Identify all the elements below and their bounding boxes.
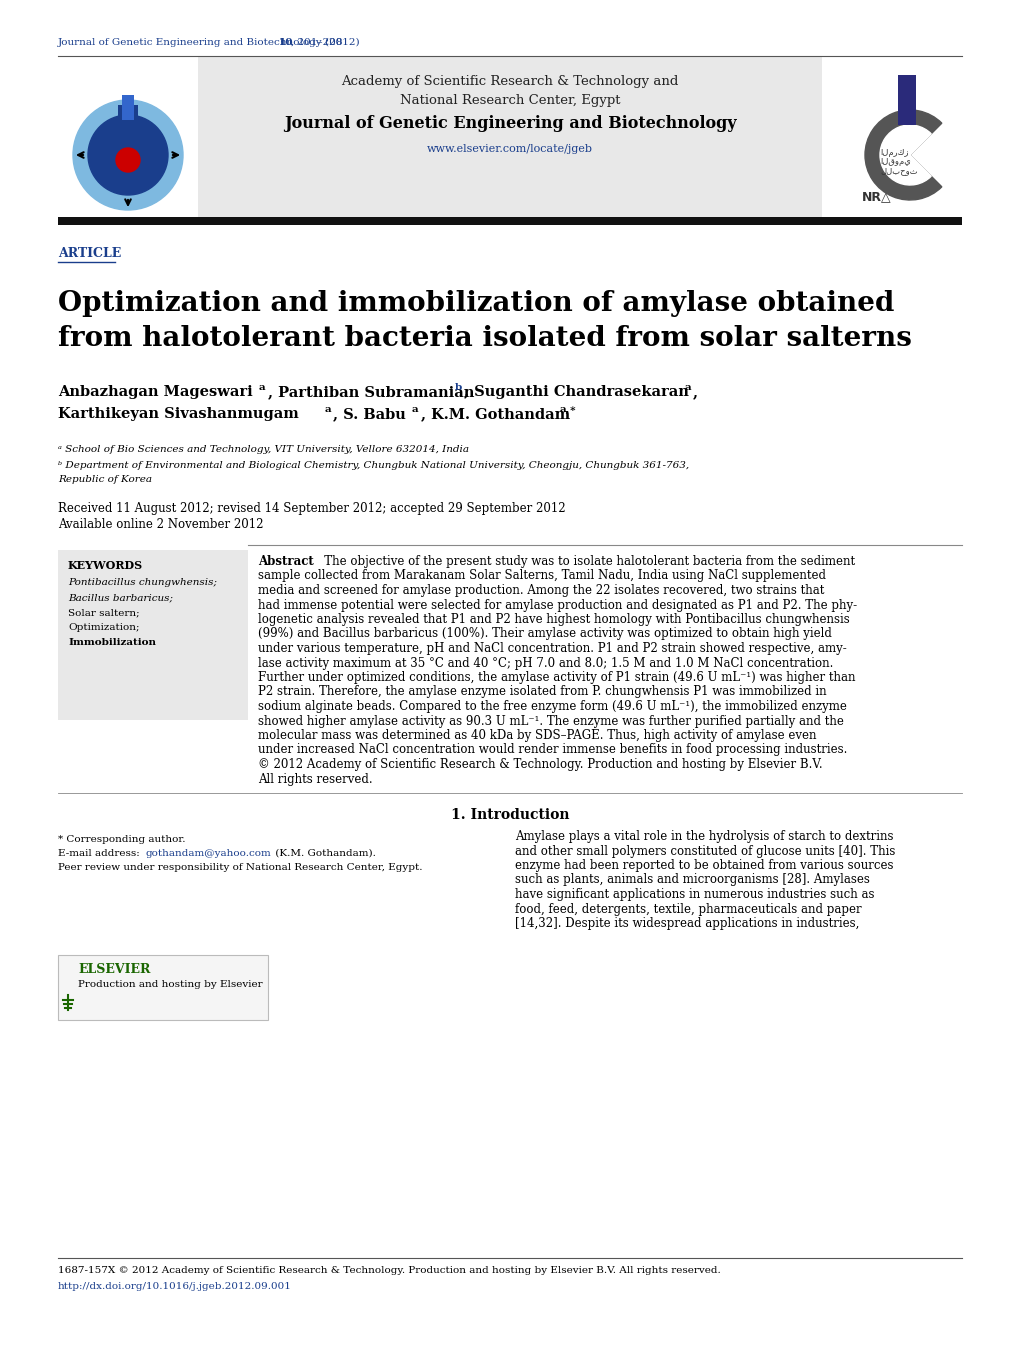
Bar [821,56,961,220]
Text: Journal of Genetic Engineering and Biotechnology: Journal of Genetic Engineering and Biote… [283,116,736,132]
Text: E-mail address:: E-mail address: [58,849,143,858]
Text: KEYWORDS: KEYWORDS [68,560,143,571]
Bar [122,95,133,120]
Text: Further under optimized conditions, the amylase activity of P1 strain (49.6 U mL: Further under optimized conditions, the … [258,671,855,684]
Text: Optimization and immobilization of amylase obtained: Optimization and immobilization of amyla… [58,289,894,317]
Text: ELSEVIER: ELSEVIER [77,964,150,976]
Text: 1687-157X © 2012 Academy of Scientific Research & Technology. Production and hos: 1687-157X © 2012 Academy of Scientific R… [58,1267,720,1275]
Text: NR△: NR△ [861,190,891,202]
Text: © 2012 Academy of Scientific Research & Technology. Production and hosting by El: © 2012 Academy of Scientific Research & … [258,758,821,771]
Text: National Research Center, Egypt: National Research Center, Egypt [399,94,620,107]
Text: , Suganthi Chandrasekaran: , Suganthi Chandrasekaran [464,385,693,400]
Text: Optimization;: Optimization; [68,622,140,632]
Text: Republic of Korea: Republic of Korea [58,476,152,484]
Text: Anbazhagan Mageswari: Anbazhagan Mageswari [58,385,258,400]
Text: had immense potential were selected for amylase production and designated as P1 : had immense potential were selected for … [258,598,856,612]
Text: a: a [412,405,418,414]
Text: Available online 2 November 2012: Available online 2 November 2012 [58,518,263,531]
Text: food, feed, detergents, textile, pharmaceuticals and paper: food, feed, detergents, textile, pharmac… [515,902,861,916]
Text: a,∗: a,∗ [559,405,577,414]
Text: Solar saltern;: Solar saltern; [68,607,140,617]
Text: , K.M. Gothandam: , K.M. Gothandam [421,406,575,421]
Text: Received 11 August 2012; revised 14 September 2012; accepted 29 September 2012: Received 11 August 2012; revised 14 Sept… [58,501,566,515]
Text: such as plants, animals and microorganisms [28]. Amylases: such as plants, animals and microorganis… [515,874,869,886]
Text: All rights reserved.: All rights reserved. [258,772,372,786]
Text: Academy of Scientific Research & Technology and: Academy of Scientific Research & Technol… [341,75,678,88]
Circle shape [116,148,140,173]
Wedge shape [864,110,941,200]
Text: www.elsevier.com/locate/jgeb: www.elsevier.com/locate/jgeb [427,144,592,154]
Text: under increased NaCl concentration would render immense benefits in food process: under increased NaCl concentration would… [258,743,847,757]
Text: Karthikeyan Sivashanmugam: Karthikeyan Sivashanmugam [58,406,304,421]
Text: molecular mass was determined as 40 kDa by SDS–PAGE. Thus, high activity of amyl: molecular mass was determined as 40 kDa … [258,728,815,742]
Bar [897,75,915,125]
Text: logenetic analysis revealed that P1 and P2 have highest homology with Pontibacil: logenetic analysis revealed that P1 and … [258,613,849,626]
Text: lase activity maximum at 35 °C and 40 °C; pH 7.0 and 8.0; 1.5 M and 1.0 M NaCl c: lase activity maximum at 35 °C and 40 °C… [258,656,833,670]
Text: Bacillus barbaricus;: Bacillus barbaricus; [68,593,173,602]
Bar [58,217,961,226]
Text: Immobilization: Immobilization [68,637,156,647]
Text: المركز: المركز [879,148,908,158]
Bar [58,955,268,1021]
Text: [14,32]. Despite its widespread applications in industries,: [14,32]. Despite its widespread applicat… [515,917,859,930]
Text: (K.M. Gothandam).: (K.M. Gothandam). [272,849,376,858]
Text: , Parthiban Subramanian: , Parthiban Subramanian [268,385,479,400]
Text: , S. Babu: , S. Babu [332,406,411,421]
Text: a: a [259,383,265,391]
Text: sample collected from Marakanam Solar Salterns, Tamil Nadu, India using NaCl sup: sample collected from Marakanam Solar Sa… [258,569,825,583]
Text: enzyme had been reported to be obtained from various sources: enzyme had been reported to be obtained … [515,859,893,872]
Text: media and screened for amylase production. Among the 22 isolates recovered, two : media and screened for amylase productio… [258,584,823,597]
Text: a: a [685,383,691,391]
Text: Peer review under responsibility of National Research Center, Egypt.: Peer review under responsibility of Nati… [58,863,422,872]
Text: Pontibacillus chungwhensis;: Pontibacillus chungwhensis; [68,578,217,587]
Text: للبحوث: للبحوث [879,166,917,175]
Text: Abstract: Abstract [258,554,314,568]
Text: have significant applications in numerous industries such as: have significant applications in numerou… [515,887,873,901]
Text: sodium alginate beads. Compared to the free enzyme form (49.6 U mL⁻¹), the immob: sodium alginate beads. Compared to the f… [258,700,846,713]
Bar [198,56,821,220]
Text: Amylase plays a vital role in the hydrolysis of starch to dextrins: Amylase plays a vital role in the hydrol… [515,830,893,843]
Text: ARTICLE: ARTICLE [58,247,121,260]
Text: gothandam@yahoo.com: gothandam@yahoo.com [146,849,271,858]
Text: القومي: القومي [879,158,910,166]
Text: http://dx.doi.org/10.1016/j.jgeb.2012.09.001: http://dx.doi.org/10.1016/j.jgeb.2012.09… [58,1282,291,1291]
Text: showed higher amylase activity as 90.3 U mL⁻¹. The enzyme was further purified p: showed higher amylase activity as 90.3 U… [258,715,843,727]
Text: from halotolerant bacteria isolated from solar salterns: from halotolerant bacteria isolated from… [58,325,911,352]
Text: under various temperature, pH and NaCl concentration. P1 and P2 strain showed re: under various temperature, pH and NaCl c… [258,641,846,655]
Bar [58,550,248,720]
Text: b: b [454,383,462,391]
Text: 1. Introduction: 1. Introduction [450,809,569,822]
Text: Journal of Genetic Engineering and Biotechnology (2012): Journal of Genetic Engineering and Biote… [58,38,364,48]
Text: , 201–208: , 201–208 [290,38,342,48]
Text: ,: , [692,385,697,400]
Wedge shape [879,125,930,185]
Circle shape [88,116,168,194]
Text: 10: 10 [279,38,293,48]
Text: ᵇ Department of Environmental and Biological Chemistry, Chungbuk National Univer: ᵇ Department of Environmental and Biolog… [58,461,689,470]
Text: The objective of the present study was to isolate halotolerant bacteria from the: The objective of the present study was t… [313,554,854,568]
Bar [118,105,138,140]
Text: * Corresponding author.: * Corresponding author. [58,834,185,844]
Text: ᵃ School of Bio Sciences and Technology, VIT University, Vellore 632014, India: ᵃ School of Bio Sciences and Technology,… [58,444,469,454]
Text: a: a [325,405,331,414]
Text: Production and hosting by Elsevier: Production and hosting by Elsevier [77,980,262,989]
Text: P2 strain. Therefore, the amylase enzyme isolated from P. chungwhensis P1 was im: P2 strain. Therefore, the amylase enzyme… [258,685,825,699]
Text: and other small polymers constituted of glucose units [40]. This: and other small polymers constituted of … [515,844,895,858]
Text: (99%) and Bacillus barbaricus (100%). Their amylase activity was optimized to ob: (99%) and Bacillus barbaricus (100%). Th… [258,628,832,640]
Circle shape [73,101,182,211]
Bar [58,56,198,220]
